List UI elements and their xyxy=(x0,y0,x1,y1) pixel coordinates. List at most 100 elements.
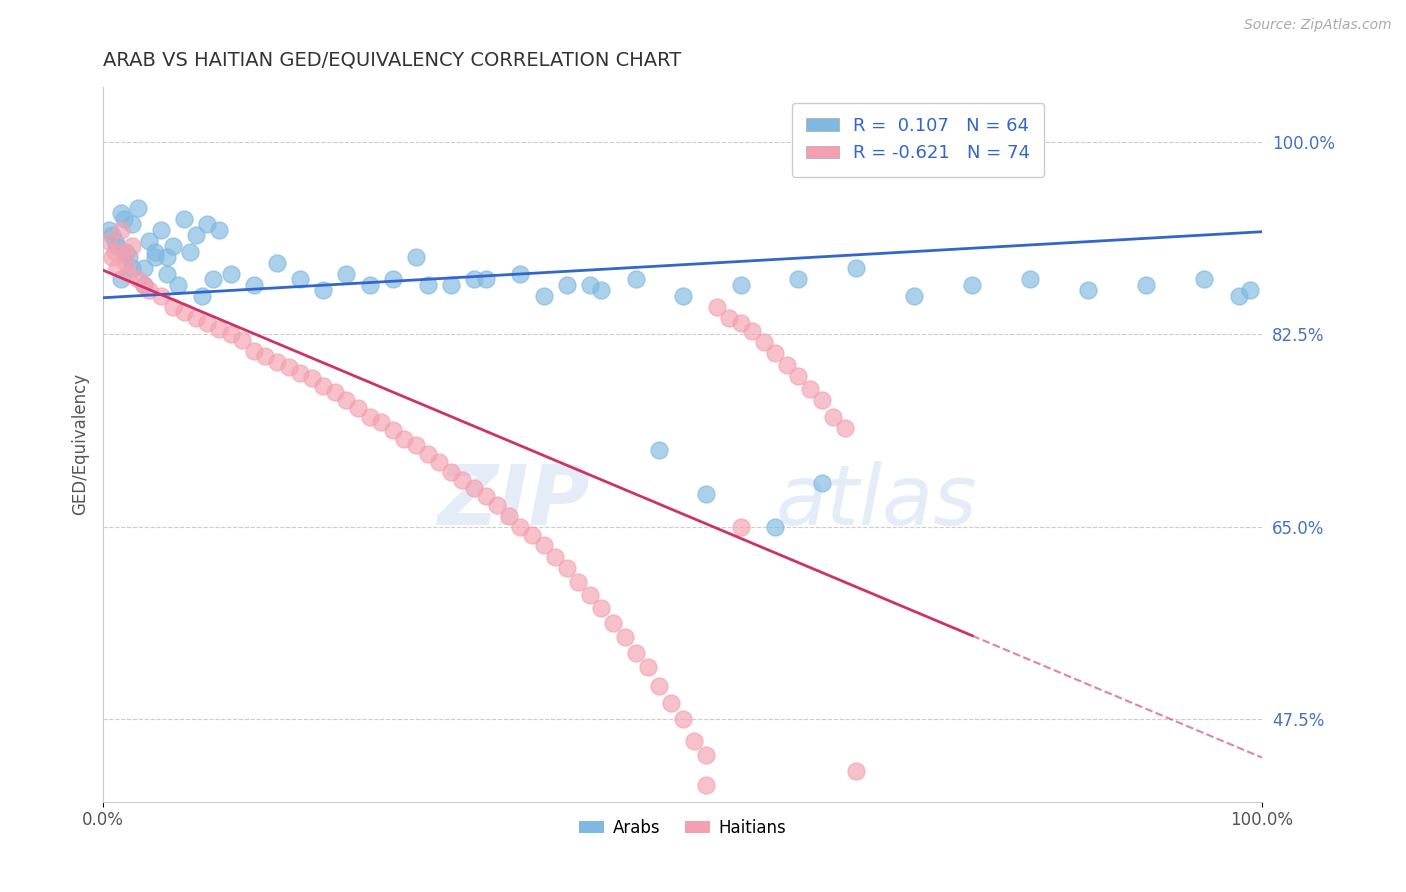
Point xyxy=(173,305,195,319)
Point xyxy=(463,272,485,286)
Point xyxy=(962,277,984,292)
Text: ARAB VS HAITIAN GED/EQUIVALENCY CORRELATION CHART: ARAB VS HAITIAN GED/EQUIVALENCY CORRELAT… xyxy=(103,51,682,70)
Point xyxy=(132,277,155,292)
Point xyxy=(127,272,149,286)
Point xyxy=(101,250,124,264)
Point xyxy=(730,316,752,330)
Point xyxy=(231,333,253,347)
Point xyxy=(509,519,531,533)
Point xyxy=(219,326,242,341)
Point xyxy=(277,359,299,374)
Point xyxy=(104,234,127,248)
Point xyxy=(112,244,135,259)
Point xyxy=(741,324,763,338)
Point xyxy=(243,343,266,358)
Point xyxy=(1192,272,1215,286)
Point xyxy=(121,239,143,253)
Point xyxy=(695,748,717,763)
Point xyxy=(202,272,225,286)
Point xyxy=(579,588,602,602)
Point xyxy=(266,354,288,368)
Point xyxy=(799,382,821,396)
Point xyxy=(115,255,138,269)
Point xyxy=(591,601,613,615)
Point xyxy=(659,696,682,710)
Point xyxy=(97,234,120,248)
Point xyxy=(474,489,496,503)
Point xyxy=(112,211,135,226)
Point xyxy=(381,423,404,437)
Point xyxy=(509,267,531,281)
Text: ZIP: ZIP xyxy=(437,461,591,541)
Point xyxy=(150,222,173,236)
Point xyxy=(717,310,740,325)
Point xyxy=(197,316,219,330)
Point xyxy=(184,227,207,242)
Point xyxy=(730,277,752,292)
Point xyxy=(167,277,190,292)
Point xyxy=(648,442,671,457)
Point xyxy=(1019,272,1042,286)
Point xyxy=(823,409,845,424)
Point xyxy=(138,283,160,297)
Point xyxy=(156,250,179,264)
Point xyxy=(184,310,207,325)
Point xyxy=(105,239,128,253)
Point xyxy=(197,217,219,231)
Point xyxy=(567,574,589,589)
Y-axis label: GED/Equivalency: GED/Equivalency xyxy=(72,373,89,515)
Point xyxy=(335,267,357,281)
Point xyxy=(451,474,474,488)
Point xyxy=(683,734,706,748)
Point xyxy=(117,250,139,264)
Point xyxy=(498,508,520,523)
Point xyxy=(440,465,463,479)
Point xyxy=(695,778,717,792)
Point xyxy=(1135,277,1157,292)
Point xyxy=(208,222,231,236)
Point xyxy=(1227,288,1250,302)
Point xyxy=(110,222,132,236)
Point xyxy=(787,368,810,383)
Point xyxy=(787,272,810,286)
Point xyxy=(243,277,266,292)
Point xyxy=(97,222,120,236)
Point xyxy=(637,660,659,674)
Point xyxy=(845,260,868,275)
Point xyxy=(127,201,149,215)
Point xyxy=(648,679,671,693)
Point xyxy=(1077,283,1099,297)
Point xyxy=(427,455,450,469)
Point xyxy=(219,267,242,281)
Point xyxy=(110,206,132,220)
Point xyxy=(347,401,370,415)
Point xyxy=(474,272,496,286)
Point xyxy=(555,277,578,292)
Point xyxy=(730,519,752,533)
Point xyxy=(179,244,201,259)
Point xyxy=(132,260,155,275)
Text: atlas: atlas xyxy=(775,461,977,541)
Point xyxy=(533,288,555,302)
Point xyxy=(110,272,132,286)
Point xyxy=(544,550,567,565)
Point xyxy=(776,358,799,372)
Point xyxy=(763,345,786,359)
Point xyxy=(117,267,139,281)
Point xyxy=(695,486,717,500)
Point xyxy=(101,227,124,242)
Point xyxy=(394,432,416,446)
Point xyxy=(266,255,288,269)
Point xyxy=(463,481,485,495)
Point xyxy=(903,288,925,302)
Point xyxy=(416,447,439,461)
Point xyxy=(533,538,555,552)
Point xyxy=(254,349,277,363)
Point xyxy=(359,277,381,292)
Point xyxy=(763,519,786,533)
Point xyxy=(115,244,138,259)
Point xyxy=(190,288,212,302)
Point xyxy=(156,267,179,281)
Point xyxy=(323,385,346,400)
Point xyxy=(845,764,868,778)
